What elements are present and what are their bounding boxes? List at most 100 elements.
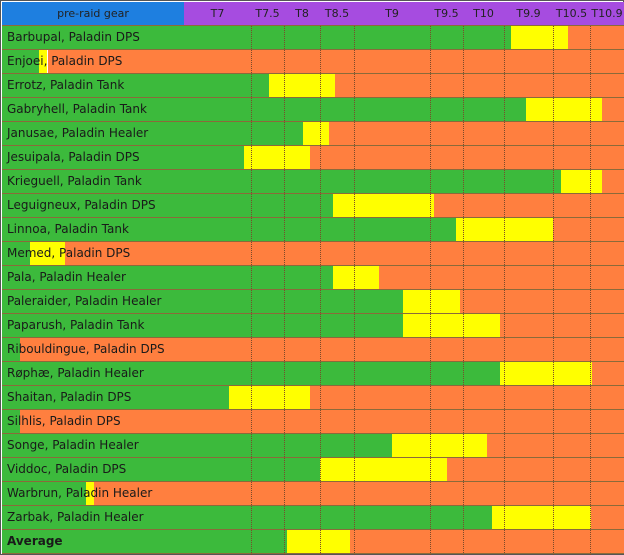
player-row: Warbrun, Paladin Healer — [2, 482, 624, 505]
row-divider — [2, 169, 624, 170]
orange-segment — [447, 458, 624, 481]
average-label: Average — [7, 534, 63, 548]
row-divider — [2, 145, 624, 146]
green-segment — [2, 122, 303, 145]
player-row: Shaitan, Paladin DPS — [2, 386, 624, 409]
tier-header: T10 — [463, 2, 504, 25]
player-row: Barbupal, Paladin DPS — [2, 26, 624, 49]
player-row: Jesuipala, Paladin DPS — [2, 146, 624, 169]
player-name: Jesuipala, Paladin DPS — [7, 150, 140, 164]
player-row: Enjoei, Paladin DPS — [2, 50, 624, 73]
player-name: Errotz, Paladin Tank — [7, 78, 125, 92]
player-name: Enjoei, Paladin DPS — [7, 54, 123, 68]
yellow-segment — [286, 530, 350, 553]
yellow-segment — [332, 194, 435, 217]
tier-header: T10.9 — [590, 2, 624, 25]
player-name: Silhlis, Paladin DPS — [7, 414, 121, 428]
orange-segment — [329, 122, 624, 145]
orange-segment — [601, 98, 624, 121]
tier-gridline — [320, 26, 321, 555]
row-divider — [2, 217, 624, 218]
tier-gridline — [284, 26, 285, 555]
orange-segment — [65, 242, 624, 265]
orange-segment — [434, 194, 624, 217]
player-name: Leguigneux, Paladin DPS — [7, 198, 156, 212]
yellow-segment — [29, 242, 66, 265]
tier-gridline — [553, 26, 554, 555]
row-divider — [2, 49, 624, 50]
green-segment — [2, 194, 333, 217]
tier-gridline — [463, 26, 464, 555]
player-row: Pala, Paladin Healer — [2, 266, 624, 289]
orange-segment — [591, 506, 624, 529]
player-name: Ribouldingue, Paladin DPS — [7, 342, 165, 356]
orange-segment — [567, 26, 624, 49]
player-name: Pala, Paladin Healer — [7, 270, 126, 284]
green-segment — [2, 74, 270, 97]
yellow-segment — [403, 314, 500, 337]
yellow-segment — [526, 98, 602, 121]
orange-segment — [379, 266, 624, 289]
tier-gridline — [504, 26, 505, 555]
player-row: Krieguell, Paladin Tank — [2, 170, 624, 193]
player-name: Linnoa, Paladin Tank — [7, 222, 129, 236]
green-segment — [2, 506, 492, 529]
player-row: Gabryhell, Paladin Tank — [2, 98, 624, 121]
player-name: Paparush, Paladin Tank — [7, 318, 145, 332]
green-segment — [2, 362, 500, 385]
player-name: Barbupal, Paladin DPS — [7, 30, 140, 44]
green-segment — [2, 530, 287, 553]
orange-segment — [553, 218, 624, 241]
row-divider — [2, 97, 624, 98]
player-name: Viddoc, Paladin DPS — [7, 462, 127, 476]
player-name: Janusae, Paladin Healer — [7, 126, 149, 140]
green-segment — [2, 26, 511, 49]
row-divider — [2, 481, 624, 482]
orange-segment — [592, 362, 624, 385]
yellow-segment — [244, 146, 311, 169]
green-segment — [2, 458, 320, 481]
yellow-segment — [499, 362, 593, 385]
tier-gridline — [251, 26, 252, 555]
row-divider — [2, 409, 624, 410]
green-segment — [2, 218, 457, 241]
row-divider — [2, 433, 624, 434]
orange-segment — [499, 314, 624, 337]
player-name: Songe, Paladin Healer — [7, 438, 139, 452]
yellow-segment — [320, 458, 448, 481]
row-divider — [2, 505, 624, 506]
row-divider — [2, 25, 624, 26]
player-name: Warbrun, Paladin Healer — [7, 486, 153, 500]
player-row: Røphæ, Paladin Healer — [2, 362, 624, 385]
orange-segment — [334, 74, 624, 97]
orange-segment — [602, 170, 624, 193]
yellow-segment — [85, 482, 94, 505]
yellow-segment — [332, 266, 380, 289]
player-row: Memed, Paladin DPS — [2, 242, 624, 265]
tier-header: T9.5 — [430, 2, 463, 25]
yellow-segment — [302, 122, 330, 145]
green-segment — [2, 410, 21, 433]
row-divider — [2, 529, 624, 530]
yellow-segment — [403, 290, 460, 313]
orange-segment — [459, 290, 624, 313]
tier-gridline — [590, 26, 591, 555]
yellow-segment — [269, 74, 335, 97]
row-divider — [2, 361, 624, 362]
orange-segment — [47, 50, 624, 73]
row-divider — [2, 265, 624, 266]
player-row: Janusae, Paladin Healer — [2, 122, 624, 145]
yellow-segment — [392, 434, 487, 457]
yellow-segment — [510, 26, 568, 49]
tier-header: T7 — [184, 2, 251, 25]
tier-gridline — [354, 26, 355, 555]
row-divider — [2, 553, 624, 554]
green-segment — [2, 434, 392, 457]
player-row: Paleraider, Paladin Healer — [2, 290, 624, 313]
row-divider — [2, 385, 624, 386]
row-divider — [2, 241, 624, 242]
row-divider — [2, 457, 624, 458]
player-name: Shaitan, Paladin DPS — [7, 390, 132, 404]
row-divider — [2, 73, 624, 74]
